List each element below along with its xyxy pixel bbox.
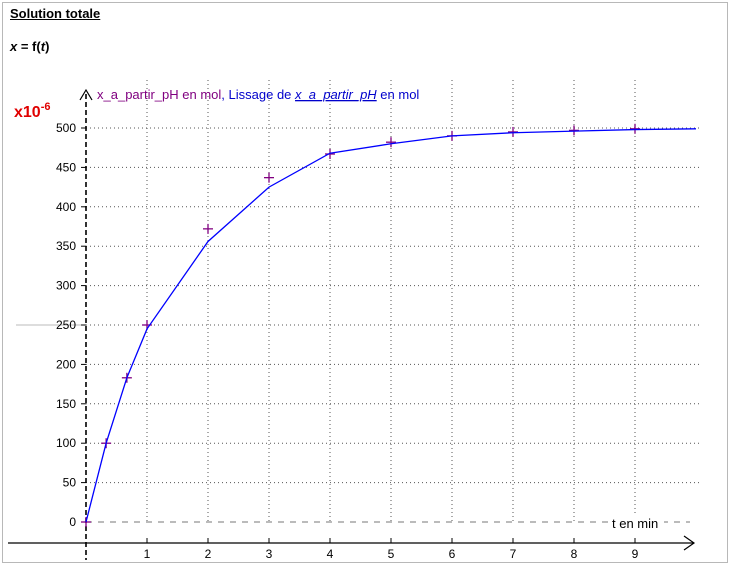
data-point-marker [630,123,640,134]
subtitle-equals: = f( [17,39,41,54]
data-point-marker [325,149,335,160]
y-tick-label: 250 [56,318,76,332]
y-tick-label: 200 [56,357,76,371]
legend-entry: Lissage de [229,87,296,102]
axes [8,88,696,560]
data-point-marker [203,223,213,234]
x-tick-label: 9 [632,547,639,561]
legend-entry: en mol [377,87,420,102]
y-tick-label: 500 [56,121,76,135]
y-tick-label: 150 [56,397,76,411]
data-point-marker [569,125,579,136]
legend-entry: x_a_partir_pH en mol [97,87,221,102]
legend: x_a_partir_pH en mol, Lissage de x_a_par… [97,87,419,102]
legend-entry: , [221,87,228,102]
data-point-marker [386,137,396,148]
x-tick-label: 5 [388,547,395,561]
y-multiplier: x10-6 [14,101,50,121]
x-tick-label: 7 [510,547,517,561]
y-tick-label: 300 [56,279,76,293]
y-multiplier-exponent: -6 [41,101,51,113]
y-tick-label: 50 [63,476,77,490]
y-axis-arrow [79,88,93,101]
y-tick-label: 350 [56,239,76,253]
x-tick-label: 1 [144,547,151,561]
tick-labels: 0 50 100 150 200 250 300 350 400 450 500 1 2 3 4 5 6 7 8 9 [56,121,639,561]
x-tick-label: 4 [327,547,334,561]
x-tick-label: 2 [205,547,212,561]
x-tick-label: 3 [266,547,273,561]
series-layer [81,123,697,527]
y-tick-label: 100 [56,436,76,450]
grid-lines [86,80,700,532]
x-label-background [608,516,664,532]
y-tick-label: 400 [56,200,76,214]
smoothing-line [85,128,697,523]
x-axis-label: t en min [612,516,658,531]
y-multiplier-base: x10 [14,104,41,121]
y-tick-label: 0 [69,515,76,529]
subtitle-variable: x [10,39,18,54]
data-point-marker [508,126,518,137]
legend-entry: x_a_partir_pH [294,87,377,102]
x-tick-label: 6 [449,547,456,561]
chart-subtitle: x = f(t) [10,39,49,54]
x-tick-label: 8 [571,547,578,561]
x-axis-arrow [683,535,696,551]
chart-title: Solution totale [10,6,101,21]
subtitle-close: ) [45,39,50,54]
y-tick-label: 450 [56,160,76,174]
subtitle-argument: t [40,39,46,54]
data-point-marker [264,172,274,183]
